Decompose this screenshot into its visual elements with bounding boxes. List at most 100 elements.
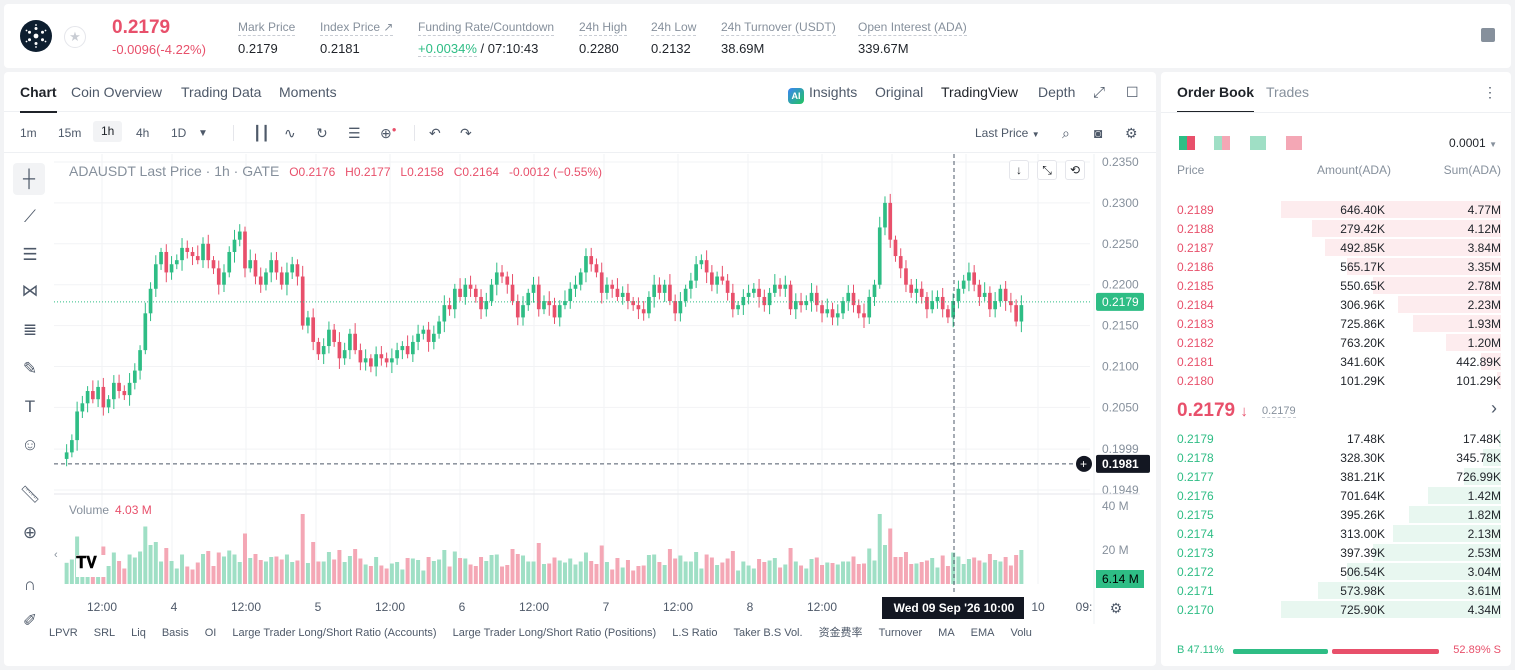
view-asks-icon[interactable] xyxy=(1286,136,1302,150)
tab-coin-overview[interactable]: Coin Overview xyxy=(71,84,163,100)
compare-icon[interactable]: ↻ xyxy=(316,125,328,141)
ask-row[interactable]: 0.2187 492.85K 3.84M xyxy=(1161,238,1511,257)
volume-bar xyxy=(515,554,520,584)
indicator-item[interactable]: 资金费率 xyxy=(818,627,863,639)
interval-15m[interactable]: 15m xyxy=(58,126,82,140)
indicator-item[interactable]: Volu xyxy=(1010,627,1032,639)
view-bids-icon[interactable] xyxy=(1250,136,1266,150)
stat-index-price[interactable]: Index Price ↗ 0.2181 xyxy=(320,18,394,56)
refresh-icon[interactable]: ⟲ xyxy=(1065,160,1085,180)
indicator-item[interactable]: Basis xyxy=(161,627,189,639)
trend-line-icon[interactable]: ⟋ xyxy=(24,207,36,226)
redo-icon[interactable]: ↷ xyxy=(460,125,472,141)
bid-row[interactable]: 0.2174 313.00K 2.13M xyxy=(1161,524,1511,543)
indicators-icon[interactable]: ∿ xyxy=(284,125,296,141)
view-original[interactable]: Original xyxy=(875,84,924,100)
volume-bar xyxy=(961,564,966,584)
indicator-item[interactable]: Turnover xyxy=(878,627,923,639)
bid-row[interactable]: 0.2177 381.21K 726.99K xyxy=(1161,467,1511,486)
emoji-icon[interactable]: ☺ xyxy=(21,435,39,454)
undo-icon[interactable]: ↶ xyxy=(429,125,441,141)
bid-row[interactable]: 0.2179 17.48K 17.48K xyxy=(1161,429,1511,448)
interval-4h[interactable]: 4h xyxy=(136,126,150,140)
candle-body xyxy=(883,202,887,228)
collapse-icon[interactable]: ⤡ xyxy=(1037,160,1057,180)
text-tool-icon[interactable]: T xyxy=(24,397,36,416)
interval-1d[interactable]: 1D xyxy=(171,126,187,140)
bid-row[interactable]: 0.2172 506.54K 3.04M xyxy=(1161,562,1511,581)
stat-funding-rate: Funding Rate/Countdown +0.0034% / 07:10:4… xyxy=(418,18,555,57)
guide-book-icon[interactable] xyxy=(1481,28,1495,42)
tab-trading-data[interactable]: Trading Data xyxy=(181,84,262,100)
ask-row[interactable]: 0.2189 646.40K 4.77M xyxy=(1161,200,1511,219)
fib-icon[interactable]: ≣ xyxy=(22,320,38,339)
view-both-icon[interactable] xyxy=(1179,136,1195,150)
templates-icon[interactable]: ☰ xyxy=(348,125,361,141)
row-amount: 573.98K xyxy=(1340,584,1385,598)
insights-button[interactable]: AI Insights xyxy=(788,84,857,104)
bid-row[interactable]: 0.2176 701.64K 1.42M xyxy=(1161,486,1511,505)
tab-moments[interactable]: Moments xyxy=(279,84,337,100)
indicator-item[interactable]: Large Trader Long/Short Ratio (Accounts) xyxy=(232,627,437,639)
indicator-item[interactable]: Large Trader Long/Short Ratio (Positions… xyxy=(452,627,657,639)
indicator-item[interactable]: Liq xyxy=(131,627,146,639)
indicator-item[interactable]: Taker B.S Vol. xyxy=(733,627,803,639)
favorite-star-icon[interactable]: ★ xyxy=(64,26,86,48)
volume-bar xyxy=(148,545,153,584)
tab-order-book[interactable]: Order Book xyxy=(1177,84,1255,113)
ask-row[interactable]: 0.2183 725.86K 1.93M xyxy=(1161,314,1511,333)
view-depth[interactable]: Depth xyxy=(1038,84,1076,100)
zoom-in-icon[interactable]: ⊕ xyxy=(22,523,38,542)
lock-drawing-icon[interactable]: ✐ xyxy=(22,611,38,630)
ask-row[interactable]: 0.2184 306.96K 2.23M xyxy=(1161,295,1511,314)
view-depth-icon[interactable] xyxy=(1214,136,1230,150)
ask-row[interactable]: 0.2180 101.29K 101.29K xyxy=(1161,371,1511,390)
camera-icon[interactable]: ◙ xyxy=(1094,125,1103,141)
indicator-item[interactable]: MA xyxy=(938,627,955,639)
indicator-item[interactable]: EMA xyxy=(970,627,995,639)
search-icon[interactable]: ⌕ xyxy=(1062,125,1070,141)
bid-row[interactable]: 0.2171 573.98K 3.61M xyxy=(1161,581,1511,600)
ask-row[interactable]: 0.2188 279.42K 4.12M xyxy=(1161,219,1511,238)
indicator-item[interactable]: L.S Ratio xyxy=(672,627,718,639)
candle-body xyxy=(731,292,735,310)
price-type-select[interactable]: Last Price ▼ xyxy=(975,126,1040,140)
ask-row[interactable]: 0.2186 565.17K 3.35M xyxy=(1161,257,1511,276)
price-chart[interactable]: 0.2350 0.2300 0.2250 0.2200 0.2150 0.2100 0.20… xyxy=(54,154,1154,624)
add-alert-icon[interactable]: ⊕● xyxy=(380,125,397,141)
fullscreen-icon[interactable]: ☐ xyxy=(1126,84,1139,100)
ask-row[interactable]: 0.2182 763.20K 1.20M xyxy=(1161,333,1511,352)
brush-icon[interactable]: ✎ xyxy=(22,359,38,378)
tab-chart[interactable]: Chart xyxy=(20,84,57,113)
ask-row[interactable]: 0.2181 341.60K 442.89K xyxy=(1161,352,1511,371)
indicator-item[interactable]: SRL xyxy=(93,627,116,639)
interval-1h[interactable]: 1h xyxy=(93,121,123,142)
interval-1m[interactable]: 1m xyxy=(20,126,37,140)
ask-row[interactable]: 0.2185 550.65K 2.78M xyxy=(1161,276,1511,295)
ruler-icon[interactable]: 📏︎ xyxy=(19,485,41,504)
volume-bar xyxy=(290,562,295,584)
expand-icon[interactable]: ⤢ xyxy=(1093,84,1106,101)
candle-body xyxy=(909,284,914,293)
horizontal-lines-icon[interactable]: ☰ xyxy=(22,245,38,264)
precision-select[interactable]: 0.0001 ▼ xyxy=(1449,136,1497,150)
bid-row[interactable]: 0.2175 395.26K 1.82M xyxy=(1161,505,1511,524)
chevron-down-icon[interactable]: ▼ xyxy=(198,128,208,139)
pattern-icon[interactable]: ⋈ xyxy=(21,281,39,300)
row-price: 0.2186 xyxy=(1177,260,1214,274)
indicator-item[interactable]: OI xyxy=(204,627,217,639)
crosshair-icon[interactable]: ┼ xyxy=(13,163,45,195)
bid-row[interactable]: 0.2173 397.39K 2.53M xyxy=(1161,543,1511,562)
settings-gear-icon[interactable]: ⚙ xyxy=(1125,125,1138,141)
volume-bar xyxy=(736,570,741,584)
bid-row[interactable]: 0.2178 328.30K 345.78K xyxy=(1161,448,1511,467)
magnet-icon[interactable]: ∩ xyxy=(23,575,37,594)
view-tradingview[interactable]: TradingView xyxy=(941,84,1019,100)
indicator-item[interactable]: LPVR xyxy=(49,627,78,639)
chevron-right-icon[interactable]: › xyxy=(1491,398,1497,418)
scroll-down-icon[interactable]: ↓ xyxy=(1009,160,1029,180)
bid-row[interactable]: 0.2170 725.90K 4.34M xyxy=(1161,600,1511,619)
candle-style-icon[interactable]: ┃┃ xyxy=(253,125,270,141)
tab-trades[interactable]: Trades xyxy=(1266,84,1310,100)
more-menu-icon[interactable]: ⋮ xyxy=(1483,84,1497,100)
